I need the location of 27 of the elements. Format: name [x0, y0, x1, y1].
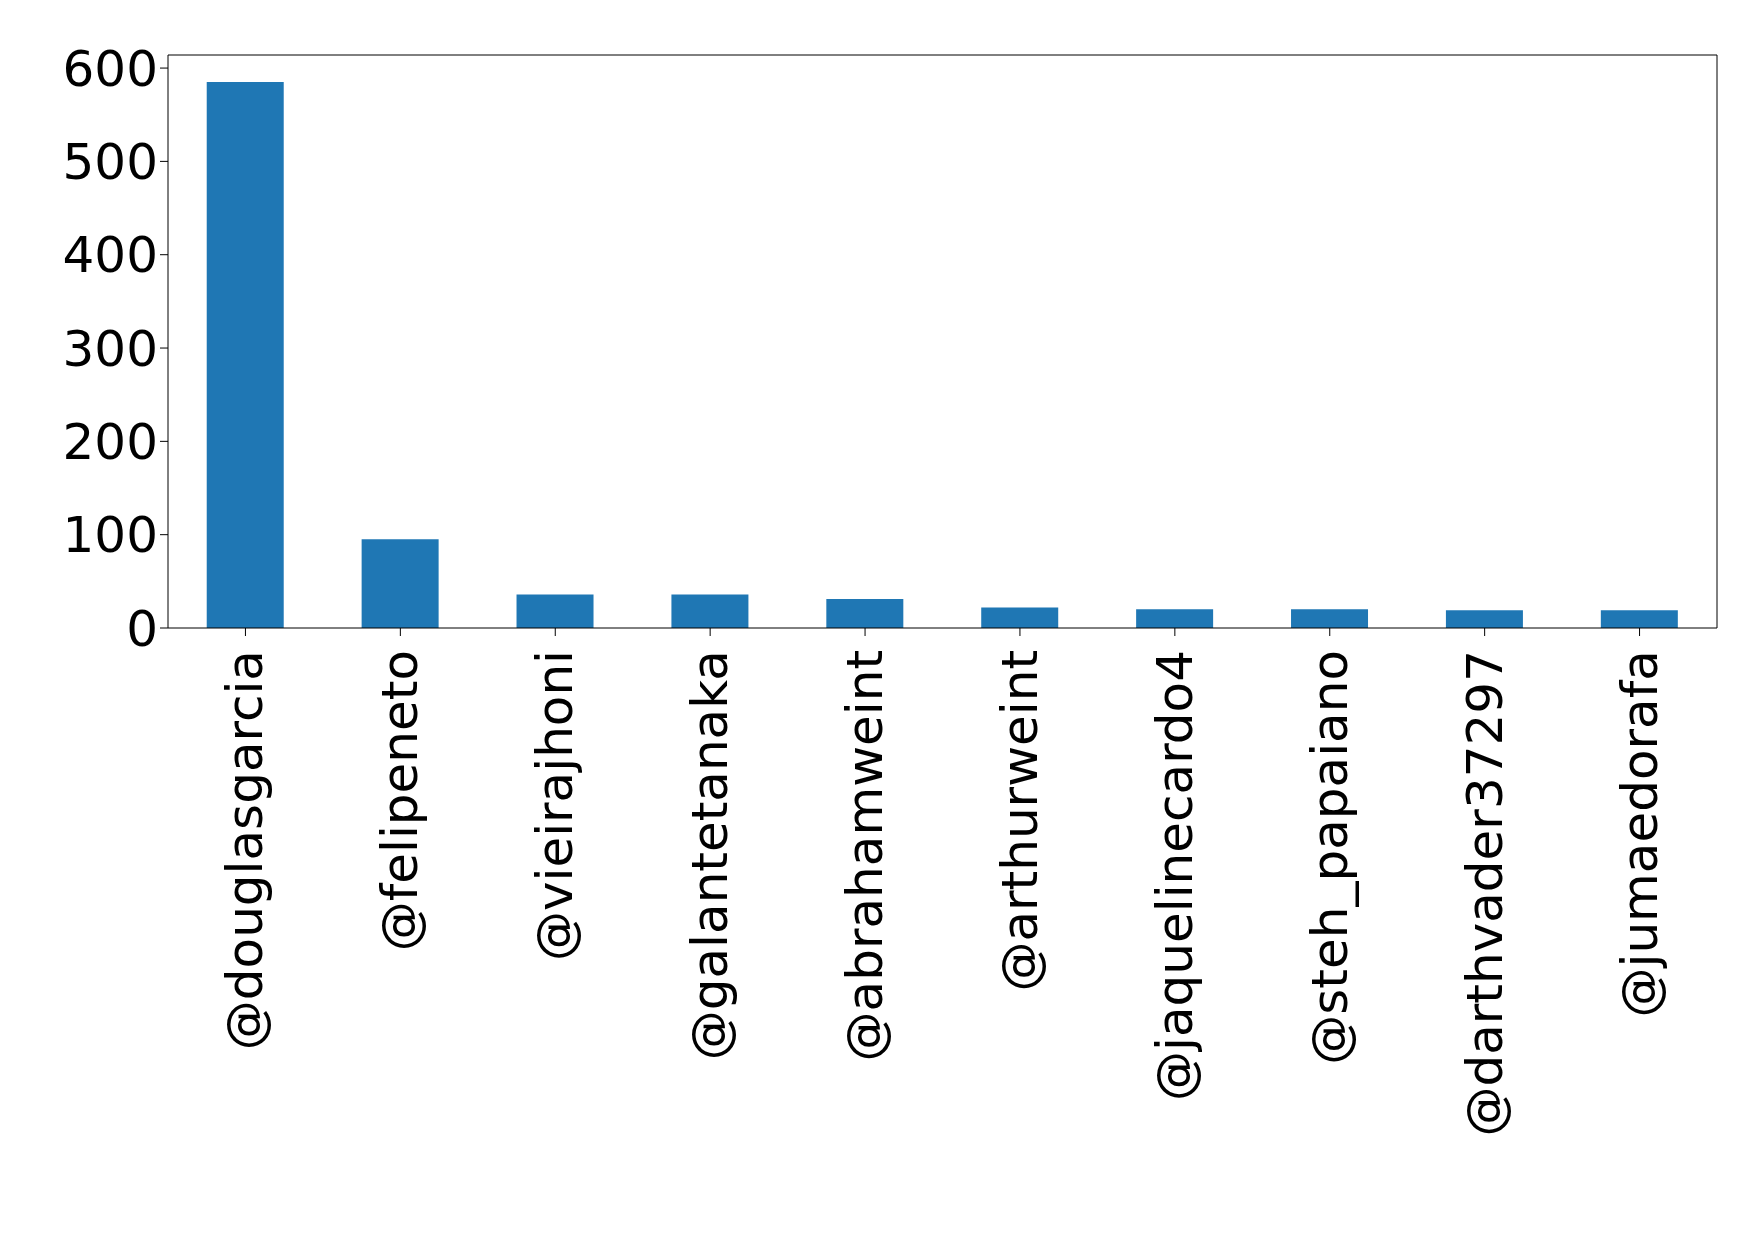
x-tick-label: @vieirajhoni: [526, 650, 585, 962]
x-tick-label: @darthvader37297: [1455, 650, 1514, 1137]
x-tick-label: @galantetanaka: [681, 650, 740, 1061]
x-tick-label: @abrahamweint: [836, 650, 895, 1062]
bar: [206, 82, 284, 628]
bar: [1291, 609, 1369, 628]
bar: [1600, 610, 1678, 628]
bar: [361, 539, 439, 628]
y-tick-label: 0: [126, 599, 158, 658]
bar: [516, 594, 594, 628]
bar: [671, 594, 749, 628]
x-tick-label: @felipeneto: [371, 650, 430, 952]
y-tick-label: 600: [62, 39, 158, 98]
y-tick-label: 100: [62, 506, 158, 565]
x-tick-label: @steh_papaiano: [1300, 650, 1359, 1065]
bar: [1136, 609, 1214, 628]
y-tick-label: 500: [62, 133, 158, 192]
y-tick-label: 300: [62, 319, 158, 378]
x-tick-label: @arthurweint: [990, 650, 1049, 992]
bar: [1445, 610, 1523, 628]
y-tick-label: 400: [62, 226, 158, 285]
bar: [981, 607, 1059, 628]
x-tick-label: @jumaedorafa: [1610, 650, 1669, 1018]
bar: [826, 599, 904, 628]
y-tick-label: 200: [62, 413, 158, 472]
x-tick-label: @douglasgarcia: [216, 650, 275, 1051]
x-tick-label: @jaquelinecardo4: [1145, 650, 1204, 1101]
